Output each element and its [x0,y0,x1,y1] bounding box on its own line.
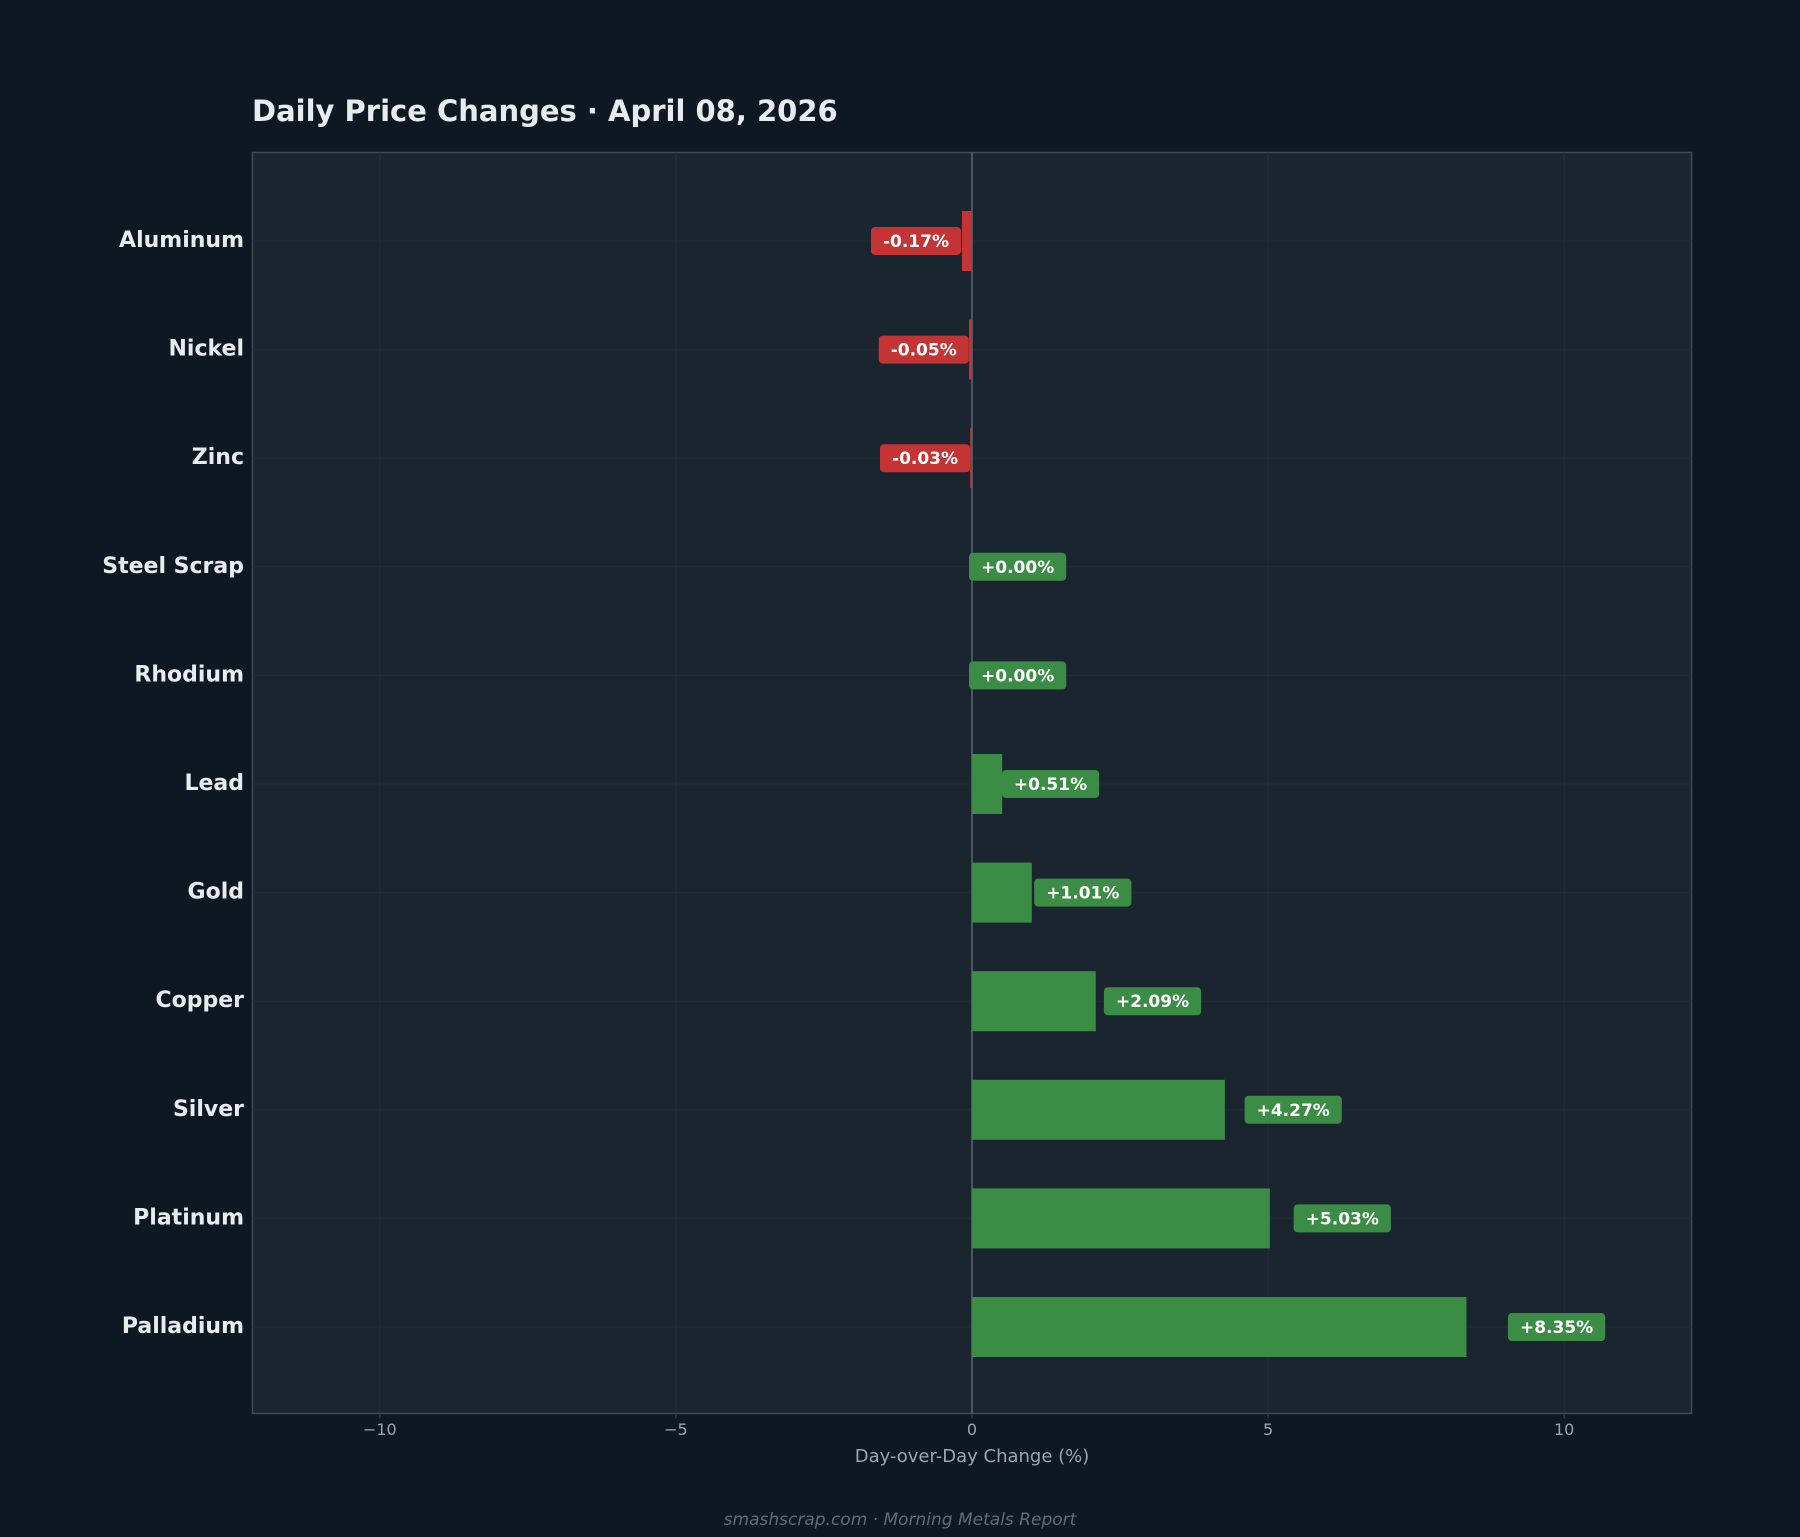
x-tick-label: 5 [1263,1420,1273,1439]
value-label: +1.01% [1046,884,1119,904]
chart-title: Daily Price Changes · April 08, 2026 [252,94,838,128]
y-tick-label: Zinc [192,445,244,470]
value-label: +2.09% [1116,992,1189,1012]
y-tick-label: Nickel [169,337,245,362]
bar [969,319,972,380]
value-label: -0.03% [892,449,958,469]
y-tick-label: Lead [184,771,244,796]
value-label: -0.05% [891,341,957,361]
value-label-badge [1293,1204,1391,1233]
x-tick-label: 0 [967,1420,977,1439]
y-tick-label: Gold [188,880,244,905]
value-label-badge [969,661,1067,690]
bar [972,1297,1467,1357]
value-label: +0.00% [981,666,1054,686]
bar [972,971,1096,1032]
value-label: +8.35% [1520,1318,1593,1338]
bar [972,862,1032,923]
value-label: +4.27% [1257,1101,1330,1121]
value-label-badge [878,335,969,364]
bar [970,428,972,489]
x-axis-label: Day-over-Day Change (%) [855,1446,1090,1467]
value-label-badge [1507,1313,1606,1341]
footer: smashscrap.com · Morning Metals Report [724,1510,1078,1530]
value-label: -0.17% [883,232,949,252]
y-tick-label: Palladium [122,1314,244,1339]
bar [961,211,972,271]
x-tick-label: 10 [1554,1420,1574,1439]
y-tick-label: Silver [173,1097,244,1122]
y-tick-label: Copper [155,988,244,1013]
x-tick-label: −5 [664,1420,688,1439]
value-label: +0.00% [981,558,1054,578]
y-tick-label: Platinum [133,1205,244,1230]
value-label: +5.03% [1306,1209,1379,1229]
value-label-badge [870,227,962,255]
value-label-badge [1244,1095,1342,1124]
value-label-badge [1001,770,1100,798]
y-tick-label: Aluminum [119,228,244,253]
bar [972,1188,1270,1249]
x-tick-label: −10 [363,1420,397,1439]
value-label: +0.51% [1014,775,1087,795]
value-label-badge [1103,987,1202,1016]
value-label-badge [880,444,971,473]
y-tick-label: Rhodium [134,662,244,687]
value-label-badge [969,552,1067,581]
value-label-badge [1034,878,1132,907]
bar [972,754,1003,814]
y-tick-label: Steel Scrap [102,554,244,579]
bar [972,1079,1225,1140]
